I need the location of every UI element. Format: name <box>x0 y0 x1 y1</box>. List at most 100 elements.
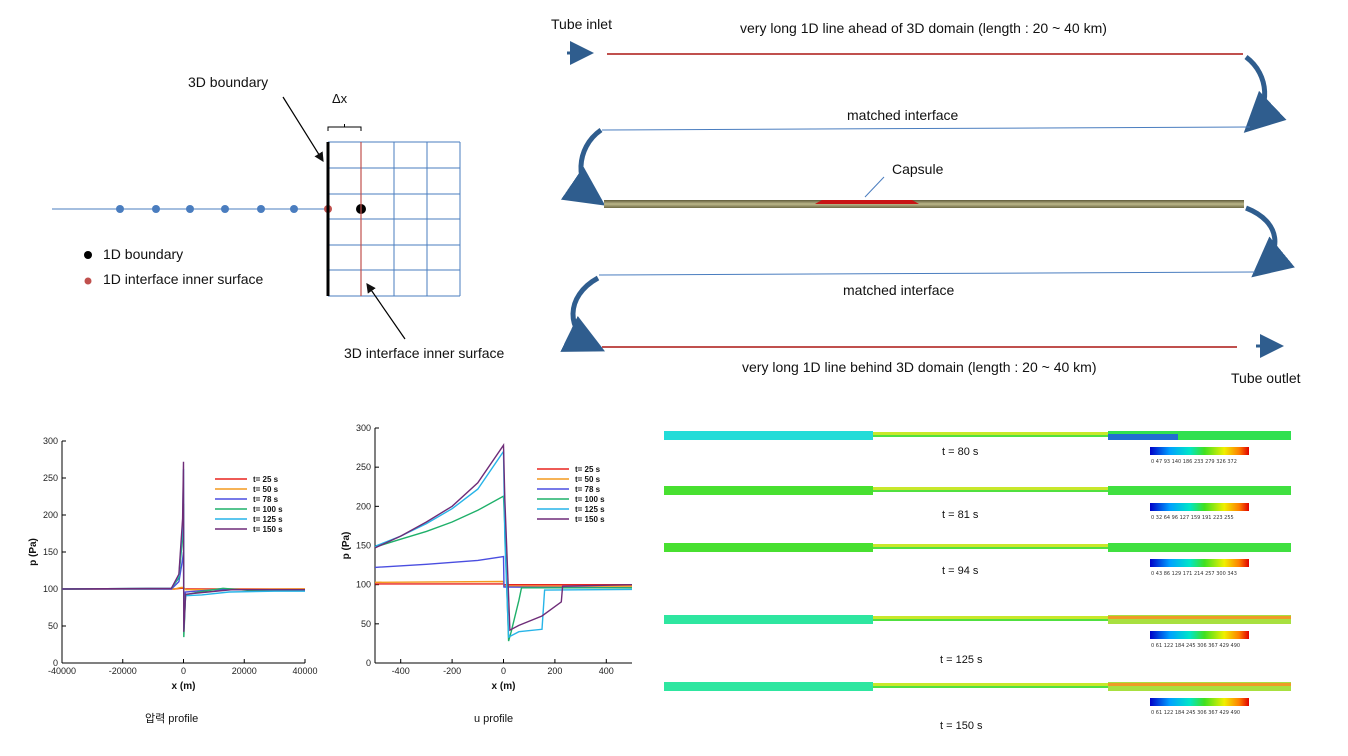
top-line-label: very long 1D line ahead of 3D domain (le… <box>740 20 1107 36</box>
contour-panel: 0 61 122 184 245 306 367 429 490 t = 150 … <box>664 682 1291 732</box>
time-label: t = 94 s <box>942 565 979 577</box>
y-tick-label: 0 <box>53 658 58 668</box>
x-tick-label: -400 <box>392 666 410 676</box>
x-tick-label: 20000 <box>232 666 257 676</box>
legend-label: t= 100 s <box>253 505 283 514</box>
gap-lower-field <box>873 619 1108 621</box>
pressure-plot: 0 50 100 150 200 250 300 -40000 -20000 0 20000 4000… <box>28 436 318 692</box>
velocity-plot: 0 50 100 150 200 250 300 -400 -200 0 200 400 x (m) p … <box>341 423 633 692</box>
tube-inlet-label: Tube inlet <box>551 16 612 32</box>
series-line <box>374 443 633 632</box>
upstream-field <box>664 615 873 624</box>
y-tick-label: 300 <box>43 436 58 446</box>
colorbar-ticks: 0 61 122 184 245 306 367 429 490 <box>1151 643 1240 649</box>
x-tick-label: -200 <box>443 666 461 676</box>
downstream-field <box>1108 615 1291 624</box>
y-axis-label: p (Pa) <box>28 538 39 566</box>
1d-node <box>257 205 265 213</box>
legend-label: t= 50 s <box>575 475 601 484</box>
downstream-field <box>1108 431 1291 440</box>
downstream-field <box>1108 543 1291 552</box>
legend-label: t= 25 s <box>575 465 601 474</box>
colorbar <box>1150 503 1249 511</box>
colorbar-ticks: 0 61 122 184 245 306 367 429 490 <box>1151 710 1240 716</box>
capsule-gap-field <box>873 616 1108 619</box>
curved-arrow-2 <box>560 127 606 206</box>
boundary-arrow <box>282 96 324 163</box>
legend-label: t= 78 s <box>575 485 601 494</box>
1d-node <box>290 205 298 213</box>
y-tick-label: 250 <box>43 473 58 483</box>
boundary-label: 3D boundary <box>188 74 268 90</box>
legend-black-dot <box>84 251 92 259</box>
x-tick-label: 0 <box>181 666 186 676</box>
1d-node <box>116 205 124 213</box>
velocity-caption: u profile <box>474 713 513 725</box>
1d-node <box>186 205 194 213</box>
time-label: t = 80 s <box>942 446 979 458</box>
high-pressure-band <box>1108 616 1291 619</box>
tube-outlet-label: Tube outlet <box>1231 370 1301 386</box>
series-line <box>61 461 305 632</box>
inner-surface-arrow <box>366 283 406 340</box>
bottom-line-label: very long 1D line behind 3D domain (leng… <box>742 359 1096 375</box>
y-tick-label: 150 <box>43 547 58 557</box>
capsule-shape <box>815 200 919 204</box>
series-line <box>374 555 633 589</box>
y-axis-label: p (Pa) <box>341 532 352 560</box>
matched-interface-2: matched interface <box>843 282 954 298</box>
capsule-pointer <box>864 176 885 198</box>
downstream-field <box>1108 682 1291 691</box>
gap-lower-field <box>873 547 1108 549</box>
legend-red-dot <box>84 277 92 285</box>
colorbar <box>1150 447 1249 455</box>
contour-panel: 0 32 64 96 127 159 191 223 255 t = 81 s <box>664 486 1291 521</box>
x-tick-label: 0 <box>501 666 506 676</box>
x-axis-label: x (m) <box>172 681 196 692</box>
time-label: t = 150 s <box>940 720 983 732</box>
3d-grid <box>328 141 461 297</box>
1d-node <box>221 205 229 213</box>
y-tick-label: 300 <box>356 423 371 433</box>
legend-label: t= 125 s <box>575 505 605 514</box>
high-pressure-band <box>1108 683 1291 686</box>
gap-lower-field <box>873 435 1108 437</box>
colorbar <box>1150 698 1249 706</box>
gap-lower-field <box>873 686 1108 688</box>
upstream-field <box>664 543 873 552</box>
y-tick-label: 100 <box>43 584 58 594</box>
colorbar-ticks: 0 43 86 129 171 214 257 300 343 <box>1151 571 1237 577</box>
legend-label: t= 100 s <box>575 495 605 504</box>
capsule-label: Capsule <box>892 161 944 177</box>
curved-arrow-3 <box>1245 205 1295 278</box>
y-tick-label: 100 <box>356 580 371 590</box>
dx-label: Δx <box>332 91 348 106</box>
capsule-gap-field <box>873 683 1108 686</box>
legend-label: t= 150 s <box>575 515 605 524</box>
x-tick-label: -20000 <box>109 666 137 676</box>
time-label: t = 81 s <box>942 509 979 521</box>
legend-label: t= 78 s <box>253 495 279 504</box>
gap-lower-field <box>873 490 1108 492</box>
pressure-caption: 압력 profile <box>145 712 198 725</box>
upstream-field <box>664 682 873 691</box>
contour-panel: 0 43 86 129 171 214 257 300 343 t = 94 s <box>664 543 1291 577</box>
y-tick-label: 50 <box>361 619 371 629</box>
x-tick-label: 200 <box>547 666 562 676</box>
1d-node <box>152 205 160 213</box>
y-tick-label: 200 <box>356 501 371 511</box>
legend-label: t= 25 s <box>253 475 279 484</box>
matched-line-1 <box>601 126 1251 131</box>
capsule-gap-field <box>873 487 1108 490</box>
legend-label: t= 125 s <box>253 515 283 524</box>
curved-arrow-4 <box>560 275 605 352</box>
colorbar-ticks: 0 32 64 96 127 159 191 223 255 <box>1151 515 1234 521</box>
curved-arrow-1 <box>1243 55 1287 133</box>
contour-panel: 0 47 93 140 186 233 279 326 372 t = 80 s <box>664 431 1291 465</box>
legend-label: t= 50 s <box>253 485 279 494</box>
upstream-field <box>664 486 873 495</box>
colorbar <box>1150 631 1249 639</box>
y-tick-label: 200 <box>43 510 58 520</box>
legend-red-label: 1D interface inner surface <box>103 271 264 287</box>
